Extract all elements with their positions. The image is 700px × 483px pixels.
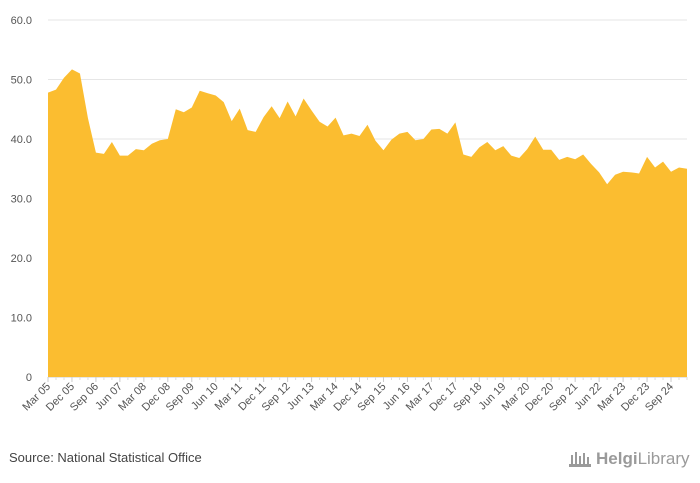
y-tick-label: 10.0 [11, 313, 32, 325]
source-note: Source: National Statistical Office [9, 450, 202, 465]
library-icon [569, 452, 591, 467]
helgi-library-logo: Helgi Library [568, 449, 690, 469]
logo-text-main: Helgi [596, 449, 638, 468]
y-axis: 60.0 50.0 40.0 30.0 20.0 10.0 0 [11, 15, 32, 384]
y-tick-label: 50.0 [11, 75, 32, 87]
y-tick-label: 30.0 [11, 194, 32, 206]
logo-text-sub: Library [637, 449, 690, 468]
y-tick-label: 40.0 [11, 134, 32, 146]
area-series [48, 69, 687, 377]
y-tick-label: 20.0 [11, 253, 32, 265]
y-tick-label: 0 [26, 372, 32, 384]
y-tick-label: 60.0 [11, 15, 32, 27]
